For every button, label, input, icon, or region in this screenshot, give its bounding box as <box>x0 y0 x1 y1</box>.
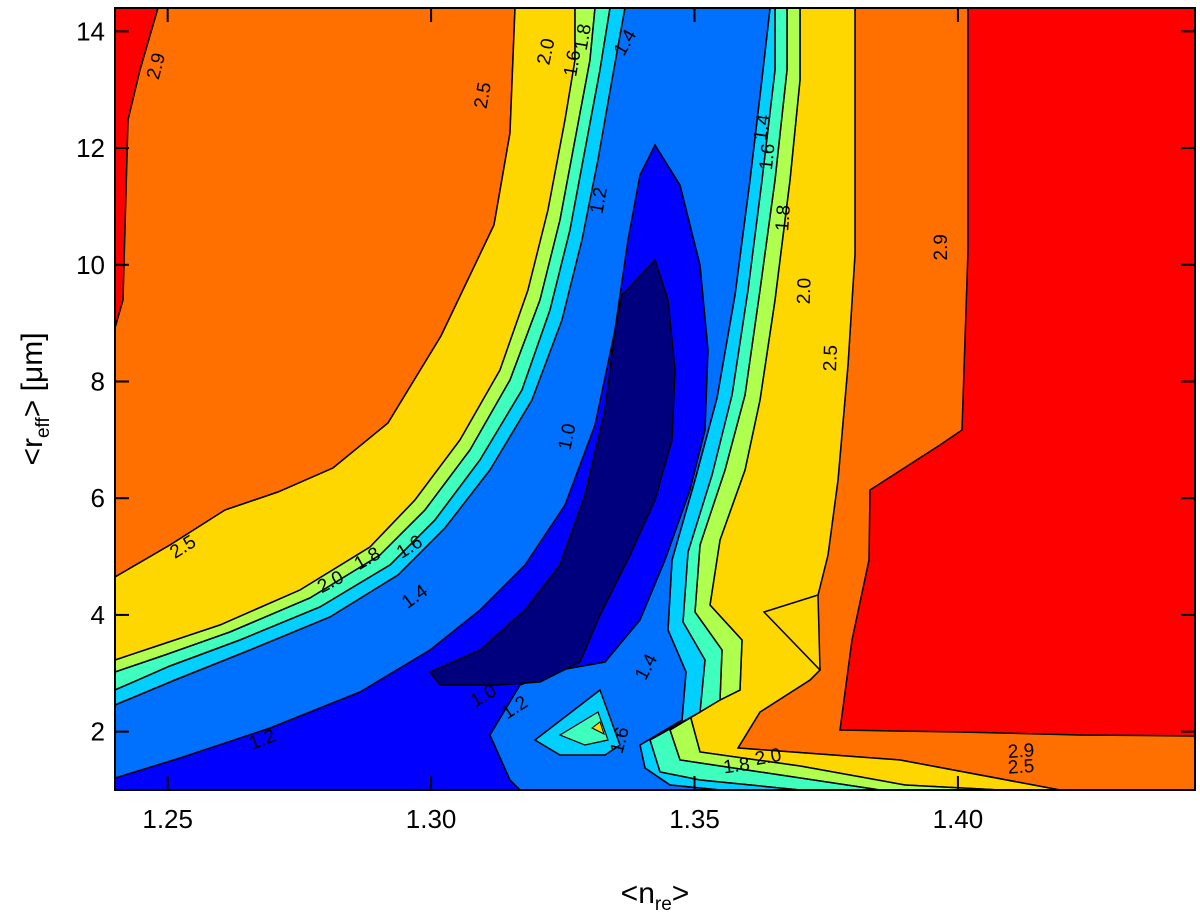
y-axis-title-end: > [μm] <box>16 332 49 417</box>
contour-label: 2.9 <box>931 234 952 260</box>
contour-label: 2.0 <box>753 745 783 770</box>
contour-band-core <box>428 258 676 686</box>
contour-label: 1.8 <box>772 204 795 232</box>
x-axis-title-sub: re <box>655 894 672 915</box>
y-axis-title: <reff> [μm] <box>16 332 54 465</box>
y-tick-label: 14 <box>76 16 105 46</box>
contour-label: 2.0 <box>794 277 816 304</box>
plot-frame <box>114 7 1196 791</box>
y-tick-label: 10 <box>76 250 105 280</box>
contour-label: 2.5 <box>471 81 496 111</box>
y-tick-label: 12 <box>76 133 105 163</box>
contour-label: 2.9 <box>1007 740 1035 763</box>
y-axis-title-main: <r <box>16 438 49 466</box>
y-axis: 2 4 6 8 10 12 14 <box>76 16 1195 747</box>
contour-label: 1.2 <box>587 186 612 216</box>
x-tick-label: 1.40 <box>933 804 984 834</box>
y-axis-title-sub: eff <box>33 417 54 439</box>
x-axis: 1.25 1.30 1.35 1.40 <box>142 8 983 834</box>
contour-label: 1.6 <box>756 143 780 171</box>
contour-label: 1.8 <box>722 754 751 778</box>
contour-band-2.9-left <box>115 8 159 329</box>
y-tick-label: 4 <box>91 600 105 630</box>
x-axis-title: <nre> <box>621 877 690 915</box>
contour-label: 1.8 <box>571 22 596 52</box>
contour-label: 1.4 <box>750 113 775 143</box>
y-tick-label: 2 <box>91 717 105 747</box>
contour-island-core <box>591 721 605 735</box>
contour-island-inner <box>558 711 609 746</box>
x-axis-title-main: <n <box>621 877 655 910</box>
y-tick-label: 6 <box>91 483 105 513</box>
x-axis-title-end: > <box>672 877 690 910</box>
contour-label: 2.5 <box>820 345 842 372</box>
contour-label: 2.5 <box>1007 756 1035 779</box>
x-tick-label: 1.30 <box>406 804 457 834</box>
contour-label: 1.6 <box>560 49 585 79</box>
plot-area: 2.92.52.52.0 1.61.8 1.41.21.41.61.82.02.52… <box>115 8 1195 790</box>
x-tick-label: 1.25 <box>142 804 193 834</box>
y-tick-label: 8 <box>91 366 105 396</box>
contour-band-2.9-right <box>839 8 1195 737</box>
x-tick-label: 1.35 <box>669 804 720 834</box>
